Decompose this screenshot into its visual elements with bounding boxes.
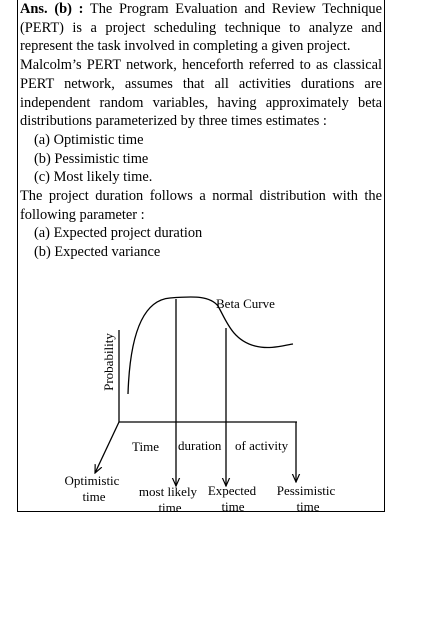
paragraph: Malcolm’s PERT network, henceforth refer… [20, 57, 382, 130]
paragraph: Ans. (b) : The Program Evaluation and Re… [20, 0, 382, 56]
label: time [82, 489, 105, 504]
list-item: (c) Most likely time. [34, 169, 153, 186]
label: Expected [208, 483, 257, 498]
y-label: Probability [101, 333, 116, 391]
beta-curve [127, 296, 294, 395]
label: most likely [139, 484, 198, 499]
list-item: (a) Optimistic time [34, 131, 144, 148]
x-label: Time [132, 439, 159, 454]
answer-label: Ans. (b) : [20, 1, 84, 17]
label: time [221, 499, 244, 514]
curve-label: Beta Curve [216, 296, 275, 311]
text: The Program Evaluation and Review Techni… [20, 1, 383, 55]
label: Pessimistic [277, 483, 336, 498]
x-label: duration [178, 438, 222, 453]
arrow [95, 421, 120, 473]
label: time [296, 499, 319, 514]
list-item: (a) Expected project duration [34, 225, 203, 242]
label: time [158, 500, 181, 515]
answer-box: Ans. (b) : The Program Evaluation and Re… [17, 0, 385, 512]
list-item: (b) Pessimistic time [34, 150, 149, 167]
label: Optimistic [65, 473, 120, 488]
x-label: of activity [235, 438, 289, 453]
list-item: (b) Expected variance [34, 244, 161, 261]
paragraph: The project duration follows a normal di… [20, 188, 382, 223]
